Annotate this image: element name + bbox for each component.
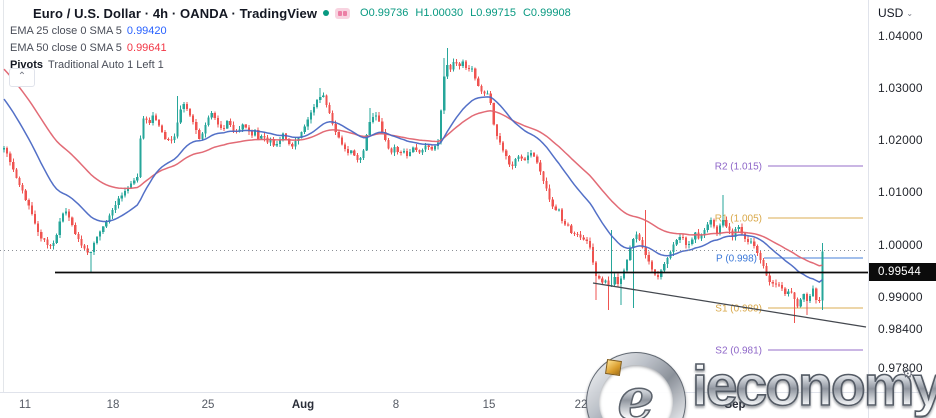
ohlc-values: O0.99736 H1.00030 L0.99715 C0.99908 bbox=[360, 7, 571, 19]
currency-label: USD bbox=[878, 6, 904, 20]
chart-canvas[interactable]: R2 (1.015) R1 (1.005) P (0.998) S1 (0.989) S… bbox=[0, 0, 868, 392]
pivot-label-S1: S1 (0.989) bbox=[715, 304, 762, 315]
chart-pane[interactable]: R2 (1.015) R1 (1.005) P (0.998) S1 (0.989) S… bbox=[0, 0, 868, 392]
candles-layer bbox=[2, 48, 824, 323]
time-tick: 15 bbox=[482, 399, 496, 411]
price-tick: 1.03000 bbox=[878, 81, 923, 95]
time-tick: 8 bbox=[392, 399, 400, 411]
ema50-label: EMA 50 close 0 SMA 5 bbox=[10, 41, 122, 54]
price-tick: 0.97800 bbox=[878, 361, 923, 375]
axis-corner bbox=[868, 392, 936, 418]
pivot-label-R2: R2 (1.015) bbox=[715, 162, 762, 173]
price-tick: 1.02000 bbox=[878, 133, 923, 147]
time-tick: Aug bbox=[291, 399, 315, 411]
time-tick: Sep bbox=[724, 399, 746, 411]
symbol-title[interactable]: Euro / U.S. Dollar · 4h · OANDA · Tradin… bbox=[33, 5, 318, 21]
price-line-tag: 0.99544 bbox=[869, 263, 936, 281]
price-tick: 1.00000 bbox=[878, 238, 923, 252]
ohlc-close: C0.99908 bbox=[522, 7, 571, 19]
gear-icon[interactable]: ⚙ bbox=[902, 366, 914, 381]
symbol-row[interactable]: Euro / U.S. Dollar · 4h · OANDA · Tradin… bbox=[33, 4, 571, 22]
ohlc-high: H1.00030 bbox=[415, 7, 464, 19]
pivot-label-S2: S2 (0.981) bbox=[715, 346, 762, 357]
pivots-row[interactable]: Pivots Traditional Auto 1 Left 1 bbox=[10, 56, 571, 73]
price-tick: 1.01000 bbox=[878, 185, 923, 199]
price-axis[interactable]: USD ⌄ 1.04000 1.03000 1.02000 1.01000 1.0000… bbox=[868, 0, 936, 392]
ema25-line bbox=[3, 96, 823, 283]
pivots-label: Pivots bbox=[10, 58, 44, 71]
price-tick: 0.99000 bbox=[878, 290, 923, 304]
flag-icon[interactable] bbox=[335, 7, 351, 19]
legend-collapse-button[interactable]: ⌃ bbox=[9, 68, 35, 87]
time-tick: 22 bbox=[574, 399, 588, 411]
time-axis[interactable]: 11 18 25 Aug 8 15 22 Sep bbox=[0, 392, 868, 418]
market-status-icon bbox=[323, 10, 330, 16]
ohlc-open: O0.99736 bbox=[360, 7, 409, 19]
time-tick: 25 bbox=[201, 399, 215, 411]
currency-selector[interactable]: USD ⌄ bbox=[878, 6, 913, 20]
ema25-row[interactable]: EMA 25 close 0 SMA 5 0.99420 bbox=[10, 22, 571, 39]
ema25-label: EMA 25 close 0 SMA 5 bbox=[10, 24, 122, 37]
price-tick: 0.98400 bbox=[878, 322, 923, 336]
ema50-line bbox=[3, 68, 823, 267]
ema25-value: 0.99420 bbox=[126, 24, 167, 37]
ohlc-low: L0.99715 bbox=[470, 7, 516, 19]
time-tick: 18 bbox=[106, 399, 120, 411]
time-tick: 11 bbox=[19, 399, 31, 411]
pivot-label-P: P (0.998) bbox=[716, 254, 757, 265]
pivots-settings: Traditional Auto 1 Left 1 bbox=[48, 58, 164, 71]
legend: Euro / U.S. Dollar · 4h · OANDA · Tradin… bbox=[0, 4, 571, 73]
price-tick: 1.04000 bbox=[878, 29, 923, 43]
trendline-drawing bbox=[592, 282, 867, 328]
ema50-row[interactable]: EMA 50 close 0 SMA 5 0.99641 bbox=[10, 39, 571, 56]
pivot-label-R1: R1 (1.005) bbox=[715, 214, 762, 225]
ema50-value: 0.99641 bbox=[126, 41, 167, 54]
chevron-down-icon: ⌄ bbox=[906, 8, 914, 18]
